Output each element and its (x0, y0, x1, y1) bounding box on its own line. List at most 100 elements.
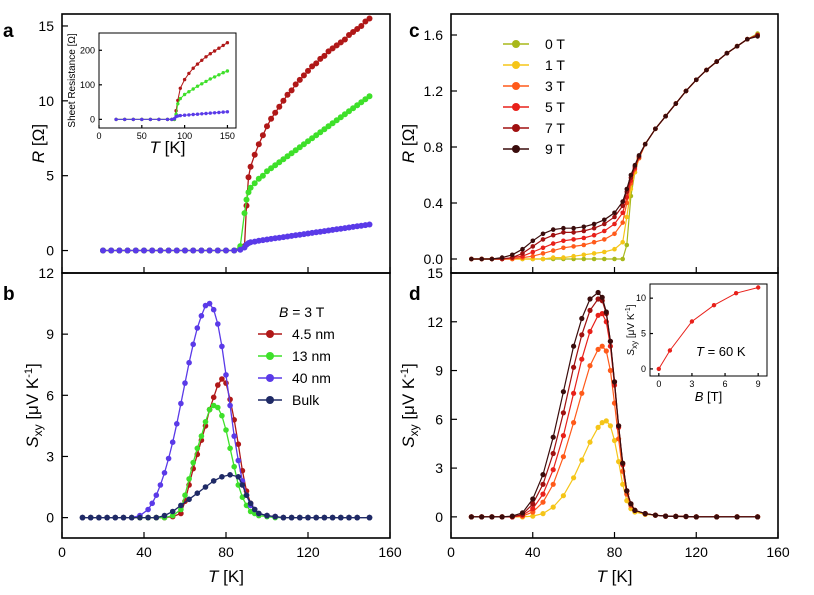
panel-d-point-9-t (479, 514, 485, 520)
panel-a-point-40-nm (190, 247, 197, 254)
inset-xlabel: T [K] (150, 138, 186, 157)
panel-a-point-13-nm (247, 184, 254, 191)
panel-d-point-3-t (579, 390, 585, 396)
panel-b-point-13-nm (169, 512, 176, 519)
panel-b-line-4-5-nm (82, 377, 370, 519)
panel-c-point-9-t (510, 252, 515, 258)
panel-c-point-1-t (612, 246, 617, 252)
xlabel-unit: [K] (607, 567, 633, 586)
panel-a-inset-point-40-nm (182, 113, 187, 117)
panel-c-point-7-t (571, 230, 576, 235)
panel-a-point-4-5-nm (296, 76, 303, 83)
panel-d-point-7-t (587, 307, 593, 313)
panel-d-point-9-t (673, 513, 679, 520)
panel-c-point-9-t (734, 43, 740, 49)
panel-c-point-3-t (550, 248, 556, 253)
panel-letter-b: b (3, 284, 15, 305)
inset-ylabel-subscript: xy (630, 341, 639, 349)
panel-b-point-bulk (120, 514, 127, 521)
x-tick-label: 80 (218, 544, 234, 560)
panel-a-point-13-nm (362, 96, 369, 103)
panel-b-point-bulk (161, 512, 168, 519)
panel-c-point-1-t (540, 256, 546, 262)
panel-d-point-5-t (550, 467, 556, 473)
y-tick-label: 1.6 (424, 27, 444, 43)
panel-a-inset-point-40-nm (123, 117, 127, 122)
panel-a-point-13-nm (337, 114, 344, 121)
panel-letter-c: c (409, 21, 420, 42)
panel-a-inset-point-40-nm (165, 117, 170, 122)
panel-a-point-13-nm (305, 138, 311, 145)
panel-a-point-4-5-nm (329, 45, 336, 52)
panel-d-point-5-t (587, 328, 593, 335)
x-tick-label: 40 (136, 544, 152, 560)
panel-b-ylabel: Sxy [μV K-1] (23, 363, 45, 448)
panel-c-point-9-t (620, 199, 625, 204)
y-tick-label: 100 (80, 80, 95, 90)
panel-a-point-4-5-nm (276, 103, 283, 110)
panel-c-point-9-t (642, 141, 648, 147)
panel-b-point-bulk (305, 514, 311, 521)
x-axis-title: T [K] (597, 567, 633, 586)
panel-d-point-7-t (540, 481, 546, 487)
panel-b-point-13-nm (235, 482, 242, 488)
panel-d-point-1-t (595, 424, 601, 430)
xlabel-symbol: T (597, 567, 609, 586)
panel-b-point-bulk (338, 514, 344, 521)
panel-b-point-4-5-nm (235, 441, 242, 448)
panel-d-point-3-t (587, 363, 593, 369)
panel-b-point-13-nm (186, 476, 192, 482)
inset-ylabel: Sheet Resistance [Ω] (67, 33, 78, 127)
x-tick-label: 9 (756, 379, 761, 389)
panel-d-point-1-t (579, 457, 585, 463)
panel-b-point-bulk (251, 506, 258, 513)
panel-a-inset-point-13-nm (200, 82, 204, 86)
panel-d-point-3-t (603, 348, 609, 354)
panel-d-point-1-t (607, 423, 614, 429)
panel-c-point-1-t (581, 252, 587, 258)
legend-label-bulk: Bulk (292, 392, 320, 408)
x-tick-label: 0 (96, 131, 101, 141)
panel-a-inset-point-40-nm (148, 117, 153, 122)
legend-marker-7-t (512, 124, 520, 132)
panel-c-point-9-t (602, 217, 607, 223)
panel-a-point-13-nm (251, 180, 258, 187)
panel-d-point-9-t (599, 294, 605, 300)
panel-a-point-40-nm (231, 247, 238, 254)
legend-marker-40-nm (266, 374, 274, 382)
panel-a-inset-point-40-nm (140, 117, 144, 122)
panel-b-point-bulk (321, 514, 328, 521)
panel-a-inset-point-4-5-nm (221, 43, 225, 48)
ylabel-superscript: -1 (23, 368, 35, 378)
panel-d-point-9-t (540, 472, 546, 478)
panel-d-point-9-t (468, 514, 474, 520)
panel-b-point-bulk (169, 508, 176, 515)
panel-b-point-bulk (247, 500, 254, 507)
panel-a-inset-point-40-nm (131, 117, 135, 122)
panel-b-point-bulk (194, 490, 201, 497)
panel-a-point-40-nm (108, 247, 115, 254)
panel-c-point-7-t (591, 225, 597, 231)
y-tick-label: 1.2 (424, 83, 444, 99)
panel-a-point-40-nm (116, 247, 123, 254)
panel-b-point-bulk (202, 484, 209, 490)
ylabel-symbol: S (23, 436, 42, 448)
panel-b-point-4-5-nm (215, 382, 221, 388)
panel-c-point-0-t (591, 256, 597, 262)
panel-a-inset-point-4-5-nm (191, 66, 195, 70)
panel-a-point-13-nm (243, 196, 250, 203)
panel-c-point-7-t (561, 230, 566, 235)
panel-b-point-40-nm (231, 433, 237, 439)
panel-a-point-40-nm (182, 247, 188, 254)
panel-c-point-9-t (540, 231, 546, 237)
panel-a-point-40-nm (132, 247, 139, 254)
panel-d-inset-point-sxy-vs-b (689, 319, 695, 324)
ylabel-symbol: R (399, 151, 418, 163)
panel-d-point-1-t (530, 513, 536, 519)
panel-c-point-7-t (581, 228, 587, 234)
panel-a-point-4-5-nm (247, 163, 254, 170)
ylabel-subscript: xy (407, 424, 421, 436)
x-axis-title: T [K] (208, 567, 244, 586)
